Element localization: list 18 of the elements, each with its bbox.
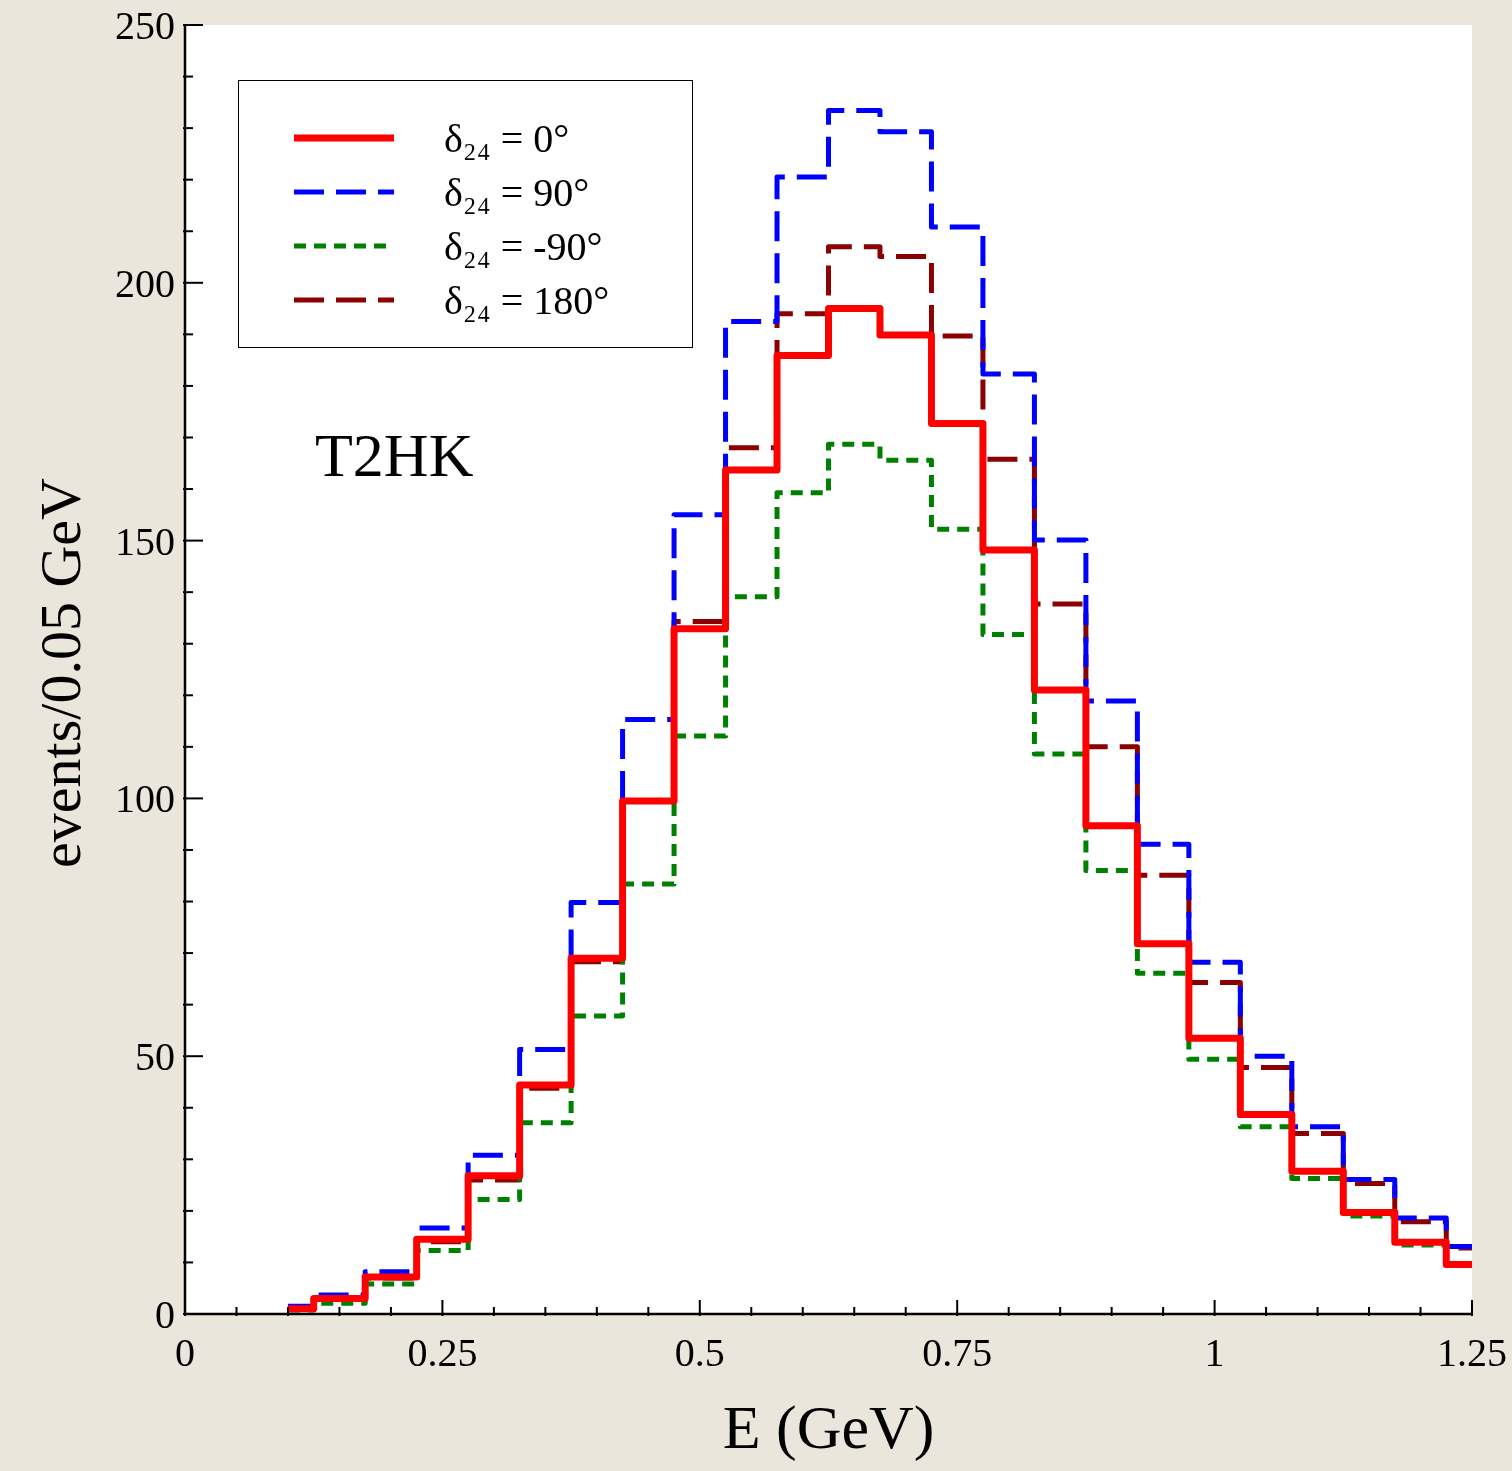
x-tick-label: 0.75: [922, 1330, 993, 1375]
legend-label: δ₂₄ = 0°: [444, 114, 570, 162]
y-tick-label: 250: [115, 3, 175, 48]
y-tick-label: 50: [135, 1034, 175, 1080]
x-axis-title: E (GeV): [721, 1392, 936, 1463]
y-tick-label: 0: [155, 1292, 175, 1337]
y-axis-title: events/0.05 GeV: [26, 477, 94, 868]
y-tick-label: 200: [115, 260, 175, 306]
annotation: T2HK: [315, 420, 474, 491]
legend-label: δ₂₄ = -90°: [444, 222, 603, 270]
legend-label: δ₂₄ = 180°: [444, 276, 610, 324]
x-tick-label: 1: [1204, 1330, 1225, 1375]
legend-label: δ₂₄ = 90°: [444, 168, 590, 216]
x-tick-label: 0.5: [674, 1330, 725, 1375]
y-tick-label: 150: [115, 518, 175, 564]
y-tick-label: 100: [115, 776, 175, 822]
x-tick-label: 1.25: [1437, 1330, 1507, 1375]
x-tick-label: 0.25: [407, 1330, 478, 1375]
